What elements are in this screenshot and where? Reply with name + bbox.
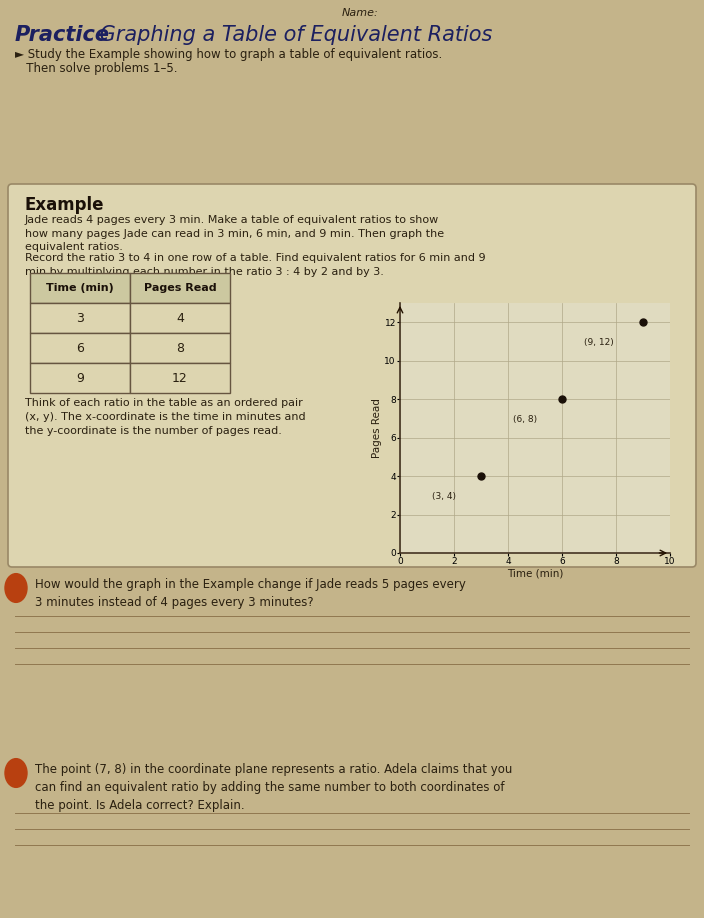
Text: 4: 4	[176, 311, 184, 324]
Text: 8: 8	[176, 341, 184, 354]
Text: 2: 2	[12, 767, 20, 779]
Bar	[130, 333, 230, 363]
Text: (6, 8): (6, 8)	[513, 415, 538, 424]
Text: Practice: Practice	[15, 25, 110, 45]
Text: 1: 1	[12, 581, 20, 595]
Text: 12: 12	[172, 372, 188, 385]
Text: ► Study the Example showing how to graph a table of equivalent ratios.: ► Study the Example showing how to graph…	[15, 48, 442, 61]
Text: The point (7, 8) in the coordinate plane represents a ratio. Adela claims that y: The point (7, 8) in the coordinate plane…	[35, 763, 513, 812]
Text: Name:: Name:	[341, 8, 378, 18]
Bar	[130, 273, 230, 303]
Bar	[30, 273, 130, 303]
Text: Think of each ratio in the table as an ordered pair
(x, y). The x-coordinate is : Think of each ratio in the table as an o…	[25, 398, 306, 436]
X-axis label: Time (min): Time (min)	[507, 569, 563, 579]
FancyBboxPatch shape	[8, 184, 696, 567]
Text: (9, 12): (9, 12)	[584, 339, 613, 347]
Text: (3, 4): (3, 4)	[432, 492, 456, 501]
Bar	[30, 303, 130, 333]
Bar	[130, 303, 230, 333]
Text: Example: Example	[25, 196, 104, 214]
Text: Then solve problems 1–5.: Then solve problems 1–5.	[15, 62, 177, 75]
Text: Jade reads 4 pages every 3 min. Make a table of equivalent ratios to show
how ma: Jade reads 4 pages every 3 min. Make a t…	[25, 215, 444, 252]
Text: Time (min): Time (min)	[46, 283, 114, 293]
Text: Graphing a Table of Equivalent Ratios: Graphing a Table of Equivalent Ratios	[93, 25, 492, 45]
Bar	[30, 363, 130, 393]
Text: 3: 3	[76, 311, 84, 324]
Text: Pages Read: Pages Read	[144, 283, 216, 293]
Text: How would the graph in the Example change if Jade reads 5 pages every
3 minutes : How would the graph in the Example chang…	[35, 578, 466, 609]
Text: 6: 6	[76, 341, 84, 354]
Y-axis label: Pages Read: Pages Read	[372, 398, 382, 458]
Text: Record the ratio 3 to 4 in one row of a table. Find equivalent ratios for 6 min : Record the ratio 3 to 4 in one row of a …	[25, 253, 486, 276]
Bar	[30, 333, 130, 363]
Text: 9: 9	[76, 372, 84, 385]
Bar	[130, 363, 230, 393]
